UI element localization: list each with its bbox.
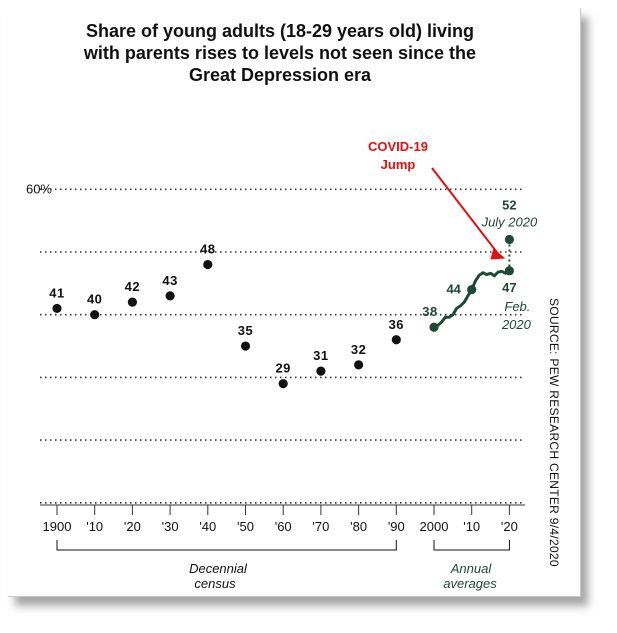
x-tick-label: '20: [124, 519, 141, 534]
data-point: [391, 335, 401, 345]
y-axis-top-label: 60%: [26, 181, 52, 196]
data-label: 35: [238, 323, 253, 338]
data-label: 31: [313, 348, 328, 363]
data-label: 41: [49, 285, 64, 300]
data-label-july-2020: 52: [502, 197, 516, 212]
data-label: 40: [87, 292, 102, 307]
data-point: [52, 303, 62, 314]
data-label: 32: [351, 342, 366, 357]
covid-annotation-arrowhead: [490, 248, 506, 260]
annual-label-line-1: Annual: [450, 561, 493, 576]
data-point-july-2020: [504, 234, 514, 245]
covid-annotation-arrow-shaft: [431, 167, 501, 257]
x-tick-label: '60: [275, 519, 292, 534]
x-tick-label: 2000: [420, 519, 449, 534]
x-tick-label: '20: [501, 519, 518, 534]
chart-card: [8, 8, 581, 597]
data-label-2010: 44: [446, 282, 461, 297]
annual-bracket: [433, 540, 510, 551]
data-label: 42: [125, 279, 140, 294]
data-point: [203, 259, 213, 270]
decennial-bracket: [56, 540, 397, 551]
title-line-3: Great Depression era: [188, 65, 372, 85]
data-point: [127, 297, 137, 307]
data-point: [90, 310, 100, 320]
chart-title: Share of young adults (18-29 years old) …: [0, 20, 560, 86]
data-label: 36: [389, 317, 404, 332]
annual-label-line-2: averages: [443, 576, 497, 591]
decennial-label-line-1: Decennial: [189, 561, 248, 576]
x-tick-label: '80: [350, 519, 367, 534]
july-2020-date-label: July 2020: [481, 214, 538, 229]
source-text: SOURCE: PEW RESEARCH CENTER 9/4/2020: [547, 298, 561, 567]
data-point-feb-2020: [504, 266, 514, 276]
source-note: SOURCE: PEW RESEARCH CENTER 9/4/2020: [545, 298, 565, 578]
annual-series-line: [432, 269, 511, 329]
data-point: [240, 341, 251, 351]
decennial-label-line-2: census: [194, 576, 236, 591]
x-tick-label: '30: [162, 519, 179, 534]
title-line-1: Share of young adults (18-29 years old) …: [85, 21, 475, 41]
data-point: [165, 291, 175, 301]
data-point-2010: [467, 285, 477, 295]
x-tick-label: '10: [86, 519, 103, 534]
data-point: [278, 379, 288, 389]
data-label: 29: [275, 361, 290, 376]
feb-2020-date-line-1: Feb.: [504, 299, 530, 314]
covid-annotation-line-1: COVID-19: [368, 139, 428, 154]
covid-annotation-line-2: Jump: [381, 157, 416, 172]
x-tick-label: '50: [237, 519, 254, 534]
x-tick-label: 1900: [43, 519, 72, 534]
data-label: 38: [422, 304, 437, 319]
feb-2020-date-line-2: 2020: [501, 317, 532, 332]
x-tick-label: '90: [388, 519, 405, 534]
data-label: 43: [162, 273, 177, 288]
title-line-2: with parents rises to levels not seen si…: [83, 43, 477, 63]
data-point: [354, 360, 364, 370]
x-tick-label: '70: [312, 519, 329, 534]
x-tick-label: '40: [199, 519, 216, 534]
data-point: [316, 366, 326, 376]
x-tick-label: '10: [463, 519, 480, 534]
data-label-feb-2020: 47: [502, 280, 516, 295]
data-label: 48: [200, 242, 215, 257]
